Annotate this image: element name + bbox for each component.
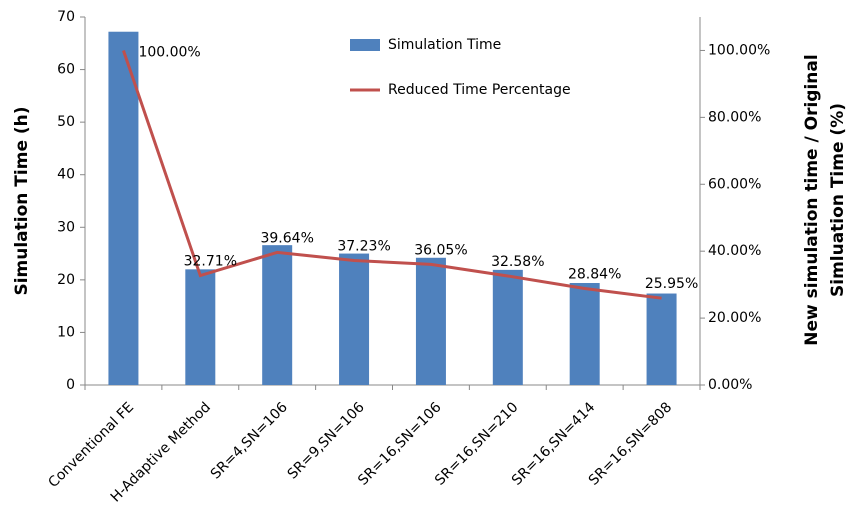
x-tick-label: Conventional FE <box>45 399 137 491</box>
y2-tick-label: 80.00% <box>708 109 761 125</box>
y2-tick-label: 20.00% <box>708 310 761 326</box>
data-label: 100.00% <box>138 44 200 60</box>
bar <box>108 31 139 385</box>
bar <box>492 269 523 385</box>
bar <box>185 269 216 385</box>
y-tick-label: 20 <box>57 272 75 288</box>
data-label: 32.58% <box>491 254 544 270</box>
data-label: 25.95% <box>645 276 698 292</box>
y2-axis-title: Simluation Time (%) <box>828 103 848 297</box>
line <box>122 49 662 300</box>
x-tick-label: SR=16,SN=210 <box>432 399 521 488</box>
y-tick-label: 0 <box>66 377 75 393</box>
data-label: 39.64% <box>260 230 313 246</box>
x-tick-label: SR=16,SN=414 <box>509 399 598 488</box>
y-tick-label: 70 <box>57 9 75 25</box>
y2-tick-label: 40.00% <box>708 243 761 259</box>
y-tick-label: 10 <box>57 324 75 340</box>
bar <box>569 283 600 385</box>
y-axis-title: Simulation Time (h) <box>12 106 32 295</box>
y-tick-label: 40 <box>57 167 75 183</box>
x-tick-label: SR=16,SN=808 <box>586 399 675 488</box>
bar <box>339 253 370 385</box>
legend-label: Simulation Time <box>388 37 501 53</box>
x-tick-label: SR=9,SN=106 <box>285 399 368 482</box>
data-label: 32.71% <box>184 254 237 270</box>
bar <box>262 245 293 385</box>
y2-tick-label: 60.00% <box>708 176 761 192</box>
y-tick-label: 50 <box>57 114 75 130</box>
y-tick-label: 60 <box>57 62 75 78</box>
y2-tick-label: 0.00% <box>708 377 752 393</box>
y2-tick-label: 100.00% <box>708 42 770 58</box>
x-tick-label: SR=16,SN=106 <box>355 399 444 488</box>
bar <box>415 257 446 385</box>
bar <box>646 293 677 385</box>
y-tick-label: 30 <box>57 219 75 235</box>
data-label: 36.05% <box>414 242 467 258</box>
legend-swatch <box>350 39 380 51</box>
data-label: 37.23% <box>337 238 390 254</box>
y2-axis-title: New simulation time / Original <box>802 54 822 345</box>
x-tick-label: SR=4,SN=106 <box>208 399 291 482</box>
data-label: 28.84% <box>568 267 621 283</box>
legend-label: Reduced Time Percentage <box>388 82 571 98</box>
